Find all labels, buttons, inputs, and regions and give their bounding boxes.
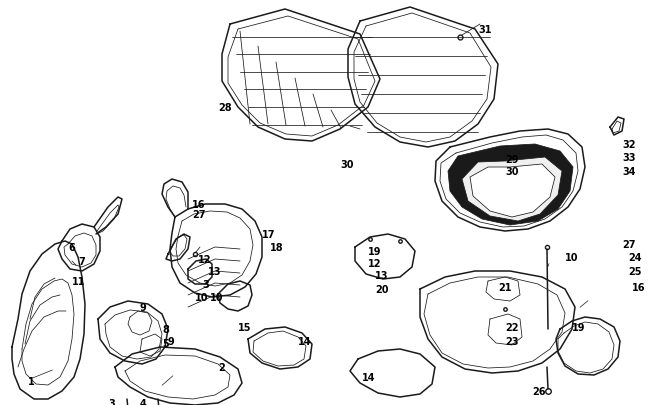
Text: 30: 30 [505,166,519,177]
Text: 19: 19 [572,322,586,332]
Polygon shape [470,164,555,217]
Polygon shape [448,145,573,226]
Text: 27: 27 [622,239,636,249]
Text: 3: 3 [108,398,115,405]
Text: 28: 28 [218,103,231,113]
Text: 23: 23 [505,336,519,346]
Text: 1: 1 [28,376,34,386]
Text: 6: 6 [68,243,75,252]
Text: 10: 10 [195,292,209,302]
Text: 3: 3 [202,279,209,289]
Text: 8: 8 [162,324,169,334]
Text: 19: 19 [368,246,382,256]
Text: 12: 12 [198,254,211,264]
Text: 34: 34 [622,166,636,177]
Text: 11: 11 [72,276,86,286]
Text: 22: 22 [505,322,519,332]
Text: 29: 29 [505,155,519,164]
Text: 14: 14 [298,336,311,346]
Text: 13: 13 [208,266,222,276]
Polygon shape [462,158,562,222]
Text: 9: 9 [140,302,147,312]
Text: 2: 2 [218,362,225,372]
Text: 10: 10 [210,292,224,302]
Text: 5: 5 [162,338,169,348]
Text: 26: 26 [532,386,545,396]
Text: 17: 17 [262,230,276,239]
Text: 14: 14 [362,372,376,382]
Text: 13: 13 [375,270,389,280]
Text: 27: 27 [192,209,205,220]
Text: 10: 10 [565,252,578,262]
Text: 16: 16 [192,200,205,209]
Text: 12: 12 [368,258,382,269]
Text: 31: 31 [478,25,491,35]
Text: 25: 25 [628,266,642,276]
Text: 24: 24 [628,252,642,262]
Text: 16: 16 [632,282,645,292]
Text: 18: 18 [270,243,283,252]
Text: 15: 15 [238,322,252,332]
Text: 21: 21 [498,282,512,292]
Text: 4: 4 [140,398,147,405]
Text: 33: 33 [622,153,636,162]
Text: 20: 20 [375,284,389,294]
Text: 9: 9 [168,336,175,346]
Text: 30: 30 [340,160,354,170]
Text: 7: 7 [78,256,84,266]
Text: 32: 32 [622,140,636,149]
